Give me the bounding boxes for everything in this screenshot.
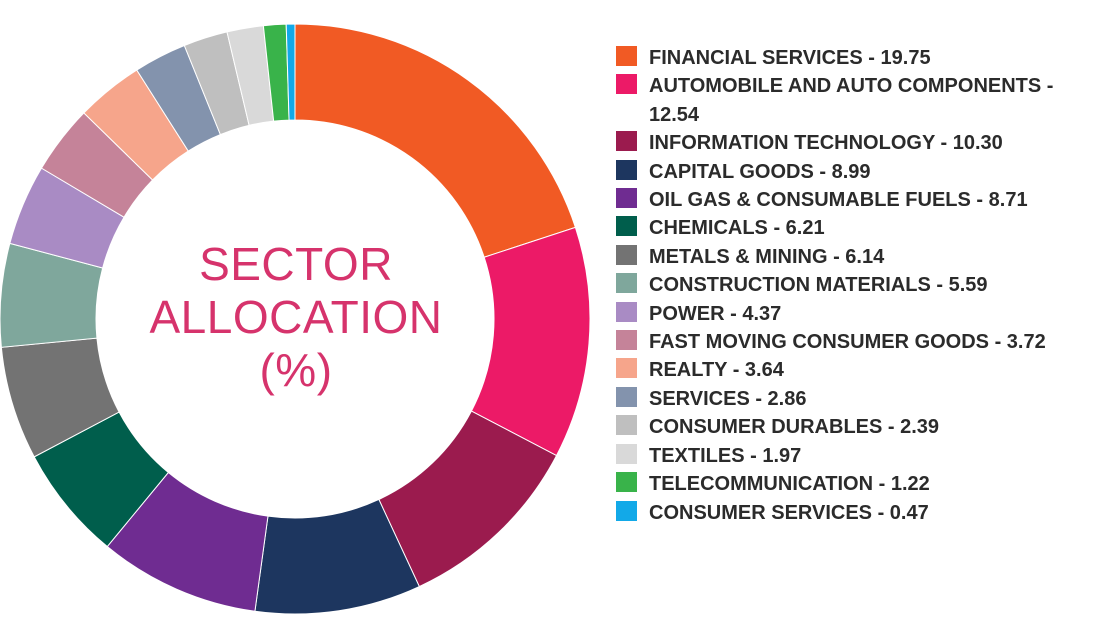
legend-label: FINANCIAL SERVICES - 19.75 bbox=[649, 47, 931, 69]
legend-item: SERVICES - 2.86 bbox=[616, 385, 1096, 413]
legend-label: METALS & MINING - 6.14 bbox=[649, 245, 885, 268]
chart-title-line-3: (%) bbox=[259, 344, 333, 396]
legend-label: INFORMATION TECHNOLOGY - 10.30 bbox=[649, 132, 1003, 155]
legend-item: INFORMATION TECHNOLOGY - 10.30 bbox=[616, 129, 1096, 157]
legend-swatch bbox=[616, 188, 637, 209]
legend-item: FINANCIAL SERVICES - 19.75 bbox=[616, 44, 1096, 72]
legend-item: CONSUMER SERVICES - 0.47 bbox=[616, 499, 1096, 527]
legend-swatch bbox=[616, 443, 637, 464]
legend-item: CONSUMER DURABLES - 2.39 bbox=[616, 413, 1096, 441]
chart-title-line-1: SECTOR bbox=[199, 238, 393, 290]
legend-swatch bbox=[616, 472, 637, 493]
legend-label: CHEMICALS - 6.21 bbox=[649, 217, 825, 240]
legend-label: AUTOMOBILE AND AUTO COMPONENTS - 12.54 bbox=[649, 75, 1054, 126]
legend-item: POWER - 4.37 bbox=[616, 300, 1096, 328]
legend-item: REALTY - 3.64 bbox=[616, 356, 1096, 384]
legend-label: FAST MOVING CONSUMER GOODS - 3.72 bbox=[649, 331, 1046, 354]
legend-label: OIL GAS & CONSUMABLE FUELS - 8.71 bbox=[649, 189, 1028, 212]
legend-swatch bbox=[616, 358, 637, 379]
chart-title-line-2: ALLOCATION bbox=[149, 291, 443, 343]
legend-swatch bbox=[616, 74, 637, 95]
legend-label: SERVICES - 2.86 bbox=[649, 387, 807, 410]
donut-chart bbox=[0, 23, 591, 615]
legend-swatch bbox=[616, 330, 637, 351]
legend-swatch bbox=[616, 216, 637, 237]
legend-item: TELECOMMUNICATION - 1.22 bbox=[616, 470, 1096, 498]
legend-label: CONSUMER SERVICES - 0.47 bbox=[649, 501, 929, 524]
legend-swatch bbox=[616, 386, 637, 407]
legend-swatch bbox=[616, 131, 637, 152]
legend-label: POWER - 4.37 bbox=[649, 302, 782, 325]
legend-swatch bbox=[616, 500, 637, 521]
legend-swatch bbox=[616, 415, 637, 436]
legend-item: TEXTILES - 1.97 bbox=[616, 442, 1096, 470]
legend-label: TELECOMMUNICATION - 1.22 bbox=[649, 473, 930, 496]
legend-label: CAPITAL GOODS - 8.99 bbox=[649, 160, 871, 183]
legend-swatch bbox=[616, 301, 637, 322]
legend-label: CONSUMER DURABLES - 2.39 bbox=[649, 416, 940, 439]
chart-legend: FINANCIAL SERVICES - 19.75 AUTOMOBILE AND… bbox=[616, 44, 1096, 527]
legend-swatch bbox=[616, 273, 637, 294]
legend-item: CAPITAL GOODS - 8.99 bbox=[616, 158, 1096, 186]
donut-slice-consumer-services bbox=[285, 23, 296, 121]
chart-title: SECTOR ALLOCATION (%) bbox=[96, 238, 496, 397]
legend-item: OIL GAS & CONSUMABLE FUELS - 8.71 bbox=[616, 186, 1096, 214]
legend-label: TEXTILES - 1.97 bbox=[649, 444, 802, 467]
donut-slice-financial-services bbox=[294, 23, 577, 258]
legend-label: CONSTRUCTION MATERIALS - 5.59 bbox=[649, 274, 988, 297]
legend-swatch bbox=[616, 244, 637, 265]
legend-item: CHEMICALS - 6.21 bbox=[616, 214, 1096, 242]
legend-item: FAST MOVING CONSUMER GOODS - 3.72 bbox=[616, 328, 1096, 356]
legend-swatch bbox=[616, 46, 637, 66]
legend-item: CONSTRUCTION MATERIALS - 5.59 bbox=[616, 271, 1096, 299]
legend-item: METALS & MINING - 6.14 bbox=[616, 243, 1096, 271]
legend-swatch bbox=[616, 159, 637, 180]
legend-item: AUTOMOBILE AND AUTO COMPONENTS - 12.54 bbox=[616, 72, 1096, 129]
legend-label: REALTY - 3.64 bbox=[649, 359, 784, 382]
